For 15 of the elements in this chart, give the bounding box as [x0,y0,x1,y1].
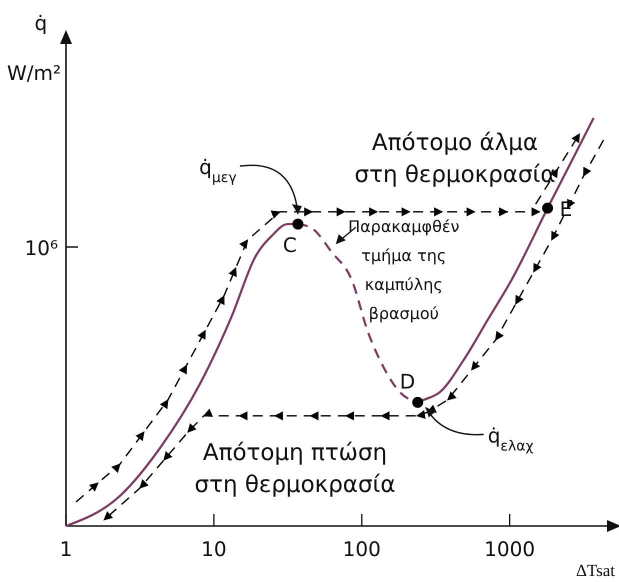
annotation: q̇$_{ελαχ}$ [488,423,534,454]
annotation: E [560,197,572,222]
x-tick-label: 10 [201,537,227,561]
x-tick-label: 1000 [484,537,536,561]
annotation: C [282,233,297,258]
x-tick-label: 1 [60,537,72,561]
annotation: D [400,369,416,394]
x-tick-label: 100 [342,537,381,561]
annotation: Απότομο άλμα στη θερμοκρασία [354,130,556,188]
annotation: Απότομη πτώση στη θερμοκρασία [194,440,396,498]
text: q̇ W/m² [6,11,62,85]
text: 10⁶ [24,236,58,260]
annotation: Παρακαμφθέν τμήμα της καμπύλης βρασμού [348,217,460,324]
annotation: q̇$_{μεγ}$ [199,155,237,186]
x-axis-title: ΔTsat [576,561,616,580]
